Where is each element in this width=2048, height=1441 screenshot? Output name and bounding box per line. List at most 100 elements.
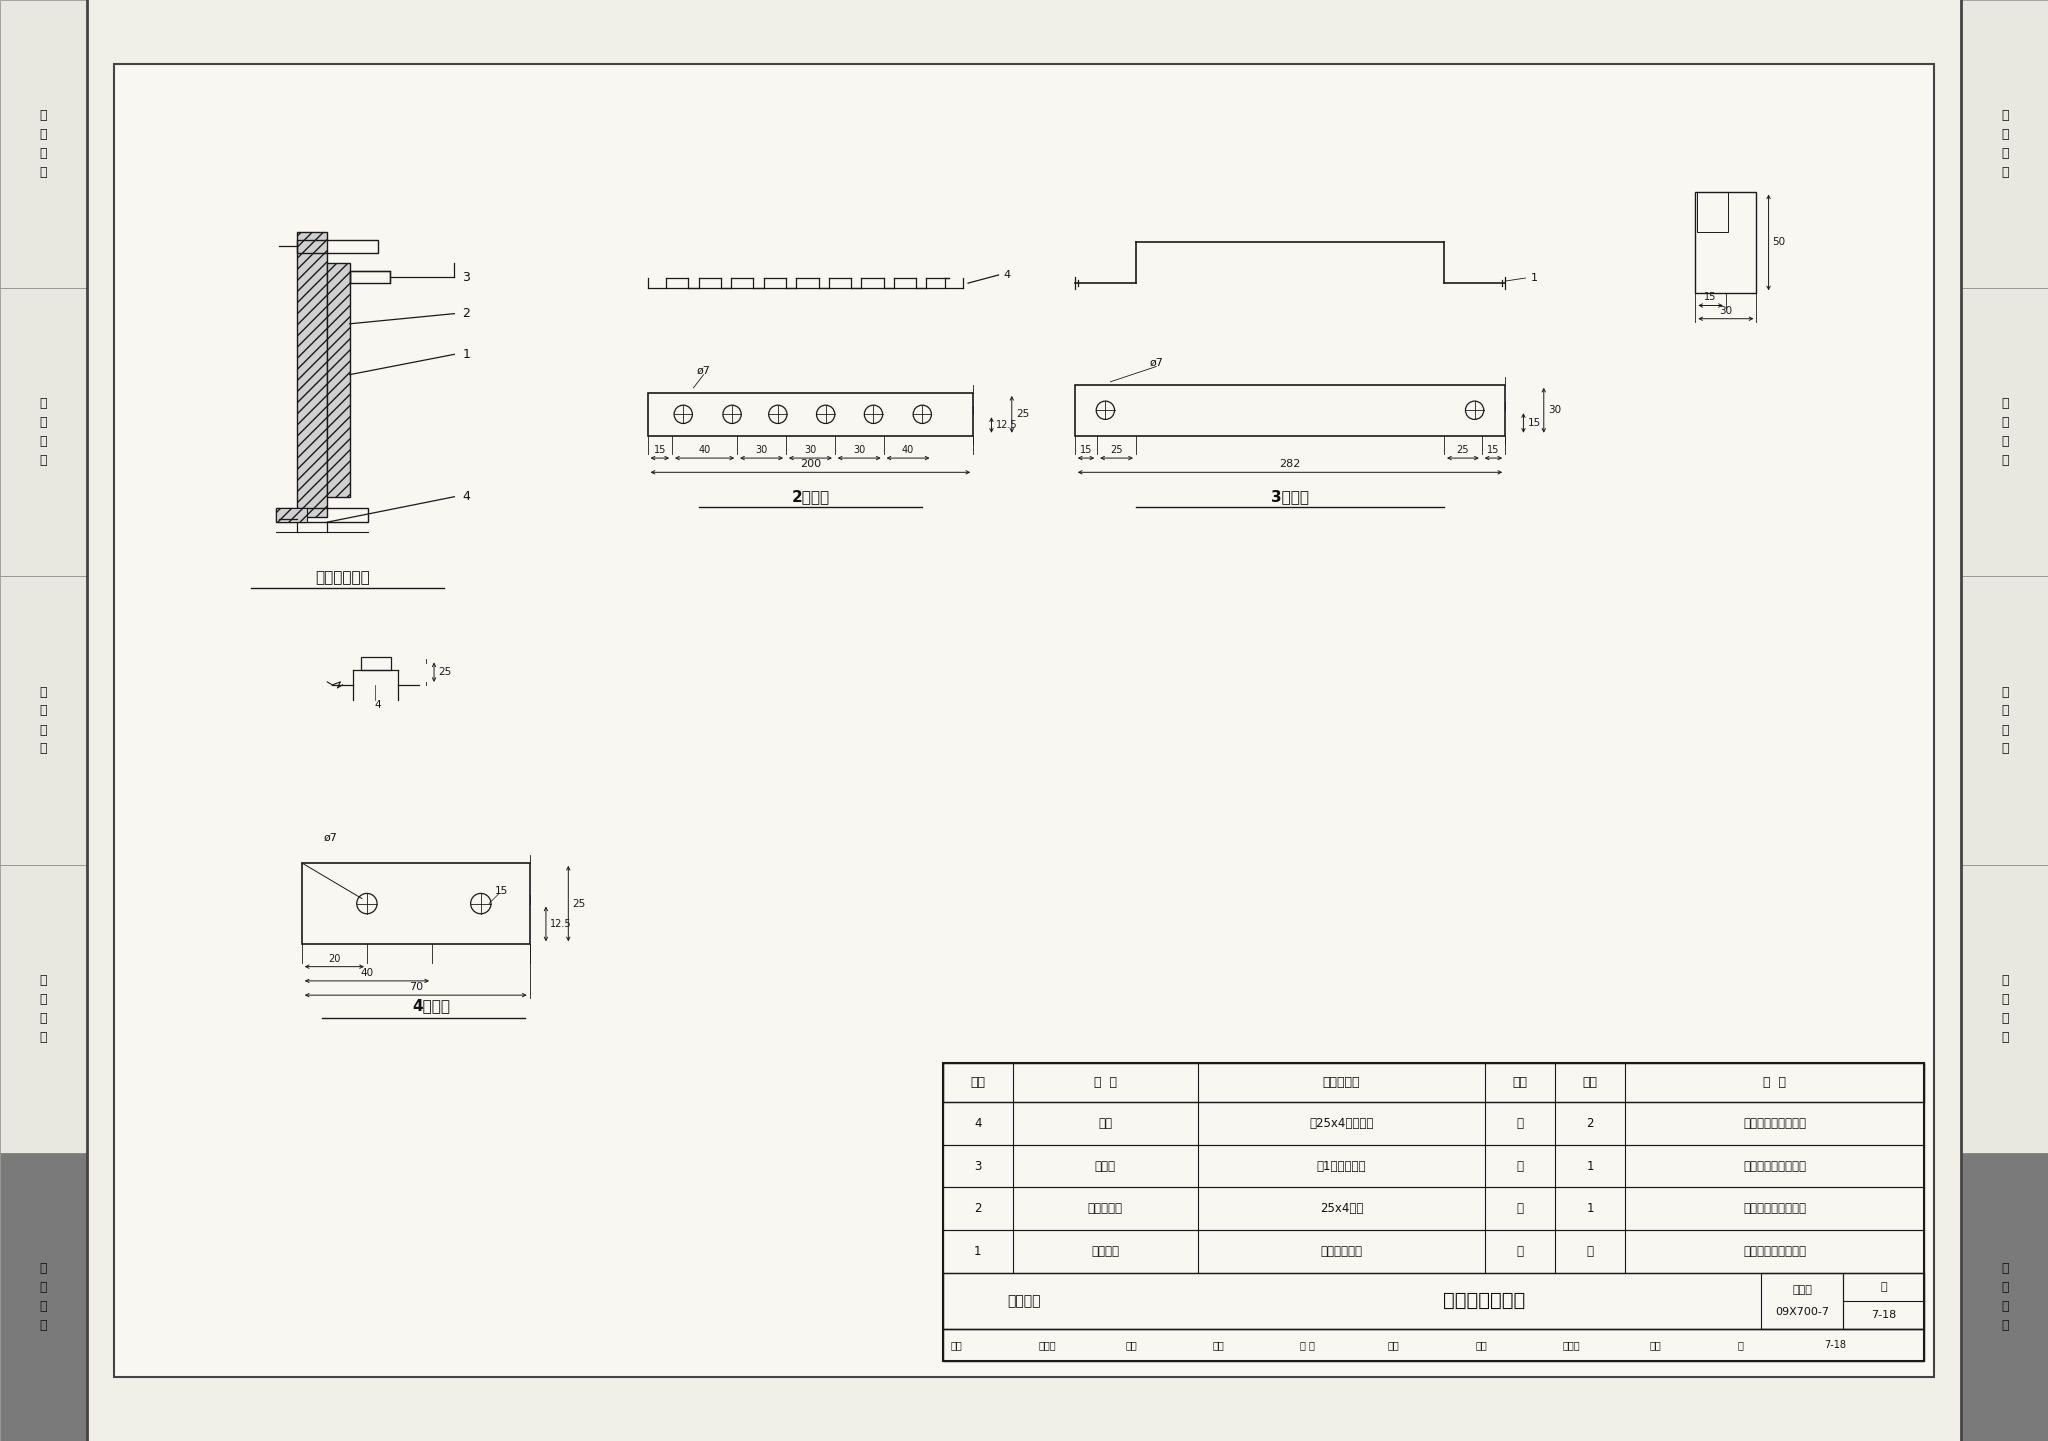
Text: 30: 30 bbox=[854, 445, 866, 455]
Text: 数量由工程设计确定: 数量由工程设计确定 bbox=[1743, 1117, 1806, 1130]
Text: 缆
线
敷
设: 缆 线 敷 设 bbox=[2001, 686, 2009, 755]
Text: 1: 1 bbox=[463, 347, 471, 360]
Text: 2: 2 bbox=[463, 307, 471, 320]
Text: 设
备
安
装: 设 备 安 装 bbox=[2001, 974, 2009, 1043]
Text: 页: 页 bbox=[1880, 1282, 1886, 1291]
Bar bbox=[942, 1063, 1925, 1362]
Text: 15: 15 bbox=[494, 886, 508, 896]
Bar bbox=[0, 0, 86, 288]
Bar bbox=[297, 241, 379, 252]
Wedge shape bbox=[350, 383, 373, 428]
Bar bbox=[1962, 288, 2048, 576]
Text: 25: 25 bbox=[571, 899, 586, 909]
Text: 2: 2 bbox=[975, 1202, 981, 1215]
Text: 个: 个 bbox=[1516, 1245, 1524, 1258]
Text: ø7: ø7 bbox=[1149, 357, 1163, 367]
Text: 型号及规格: 型号及规格 bbox=[1323, 1076, 1360, 1089]
Text: －: － bbox=[1587, 1245, 1593, 1258]
Text: 50: 50 bbox=[1774, 238, 1786, 248]
Text: 数量由工程设计确定: 数量由工程设计确定 bbox=[1743, 1245, 1806, 1258]
Bar bbox=[1843, 1272, 1925, 1329]
Text: 接地端子装置: 接地端子装置 bbox=[315, 571, 371, 585]
Text: 防
雷
接
地: 防 雷 接 地 bbox=[39, 1262, 47, 1331]
Text: 单位: 单位 bbox=[1511, 1076, 1528, 1089]
Text: 1: 1 bbox=[1587, 1160, 1593, 1173]
Text: 名  称: 名 称 bbox=[1094, 1076, 1116, 1089]
Bar bbox=[942, 1063, 1925, 1102]
Text: 1: 1 bbox=[1530, 272, 1538, 282]
Bar bbox=[942, 1187, 1925, 1231]
Text: 审核: 审核 bbox=[950, 1340, 963, 1350]
Text: 防
雷
接
地: 防 雷 接 地 bbox=[2001, 1262, 2009, 1331]
Bar bbox=[0, 1153, 86, 1441]
Text: 签字: 签字 bbox=[1389, 1340, 1399, 1350]
Text: 12.5: 12.5 bbox=[551, 919, 571, 929]
Text: 机
房
工
程: 机 房 工 程 bbox=[2001, 110, 2009, 179]
Bar bbox=[942, 1144, 1925, 1187]
Text: 3: 3 bbox=[975, 1160, 981, 1173]
Bar bbox=[1698, 192, 1729, 232]
Text: 25: 25 bbox=[1110, 445, 1122, 455]
Wedge shape bbox=[350, 321, 373, 366]
Text: 12.5: 12.5 bbox=[995, 419, 1018, 429]
Text: 序号: 序号 bbox=[971, 1076, 985, 1089]
Text: 200: 200 bbox=[801, 460, 821, 470]
Text: 个: 个 bbox=[1516, 1117, 1524, 1130]
Text: 40: 40 bbox=[360, 968, 373, 978]
Bar bbox=[1962, 576, 2048, 865]
Text: 15: 15 bbox=[653, 445, 666, 455]
Text: 4: 4 bbox=[463, 490, 471, 503]
Text: 与铜导线配用: 与铜导线配用 bbox=[1321, 1245, 1362, 1258]
Text: 282: 282 bbox=[1280, 460, 1300, 470]
Text: 3: 3 bbox=[463, 271, 471, 284]
Text: 供
电
电
源: 供 电 电 源 bbox=[2001, 398, 2009, 467]
Text: 7-18: 7-18 bbox=[1872, 1310, 1896, 1320]
Bar bbox=[942, 1231, 1925, 1272]
Bar bbox=[328, 262, 350, 497]
Text: 接地端子板详图: 接地端子板详图 bbox=[1444, 1291, 1526, 1310]
Bar bbox=[301, 863, 530, 944]
Text: 备  注: 备 注 bbox=[1763, 1076, 1786, 1089]
Text: 2: 2 bbox=[1587, 1117, 1593, 1130]
Text: 15: 15 bbox=[1079, 445, 1092, 455]
Text: 钟景华: 钟景华 bbox=[1038, 1340, 1057, 1350]
Text: 25: 25 bbox=[1016, 409, 1028, 419]
Bar bbox=[942, 1272, 1925, 1329]
Bar bbox=[1700, 197, 1720, 228]
Text: 个: 个 bbox=[1516, 1202, 1524, 1215]
Bar bbox=[1962, 1153, 2048, 1441]
Text: 15: 15 bbox=[1704, 293, 1716, 303]
Text: 校对: 校对 bbox=[1212, 1340, 1225, 1350]
Bar bbox=[942, 1329, 1925, 1362]
Text: 接地端子板: 接地端子板 bbox=[1087, 1202, 1122, 1215]
Text: 支架: 支架 bbox=[1098, 1117, 1112, 1130]
Text: 设计: 设计 bbox=[1475, 1340, 1487, 1350]
Text: 40: 40 bbox=[901, 445, 913, 455]
Bar bbox=[360, 657, 391, 670]
Text: 15: 15 bbox=[1528, 418, 1540, 428]
Text: 30: 30 bbox=[1548, 405, 1561, 415]
Text: ø7: ø7 bbox=[696, 366, 711, 376]
Text: 70: 70 bbox=[410, 983, 422, 991]
Text: 用25x4铜板制作: 用25x4铜板制作 bbox=[1309, 1117, 1374, 1130]
Text: 数量由工程设计确定: 数量由工程设计确定 bbox=[1743, 1160, 1806, 1173]
Bar bbox=[1962, 865, 2048, 1153]
Bar bbox=[276, 507, 307, 522]
Bar bbox=[276, 507, 369, 522]
Text: ø7: ø7 bbox=[324, 833, 338, 843]
Text: 4: 4 bbox=[375, 700, 381, 710]
Text: 40: 40 bbox=[698, 445, 711, 455]
Text: 韩树强: 韩树强 bbox=[1563, 1340, 1581, 1350]
Bar bbox=[350, 271, 391, 282]
Text: 4: 4 bbox=[1004, 269, 1012, 280]
Text: 机
房
工
程: 机 房 工 程 bbox=[39, 110, 47, 179]
Text: 页: 页 bbox=[1737, 1340, 1743, 1350]
Text: 25x4铜板: 25x4铜板 bbox=[1319, 1202, 1364, 1215]
Text: 个: 个 bbox=[1516, 1160, 1524, 1173]
Bar bbox=[647, 393, 973, 435]
Text: 接线端子: 接线端子 bbox=[1092, 1245, 1120, 1258]
Bar bbox=[0, 576, 86, 865]
Bar bbox=[942, 1102, 1925, 1144]
Text: 25: 25 bbox=[1456, 445, 1468, 455]
Text: 图集号: 图集号 bbox=[1792, 1284, 1812, 1294]
